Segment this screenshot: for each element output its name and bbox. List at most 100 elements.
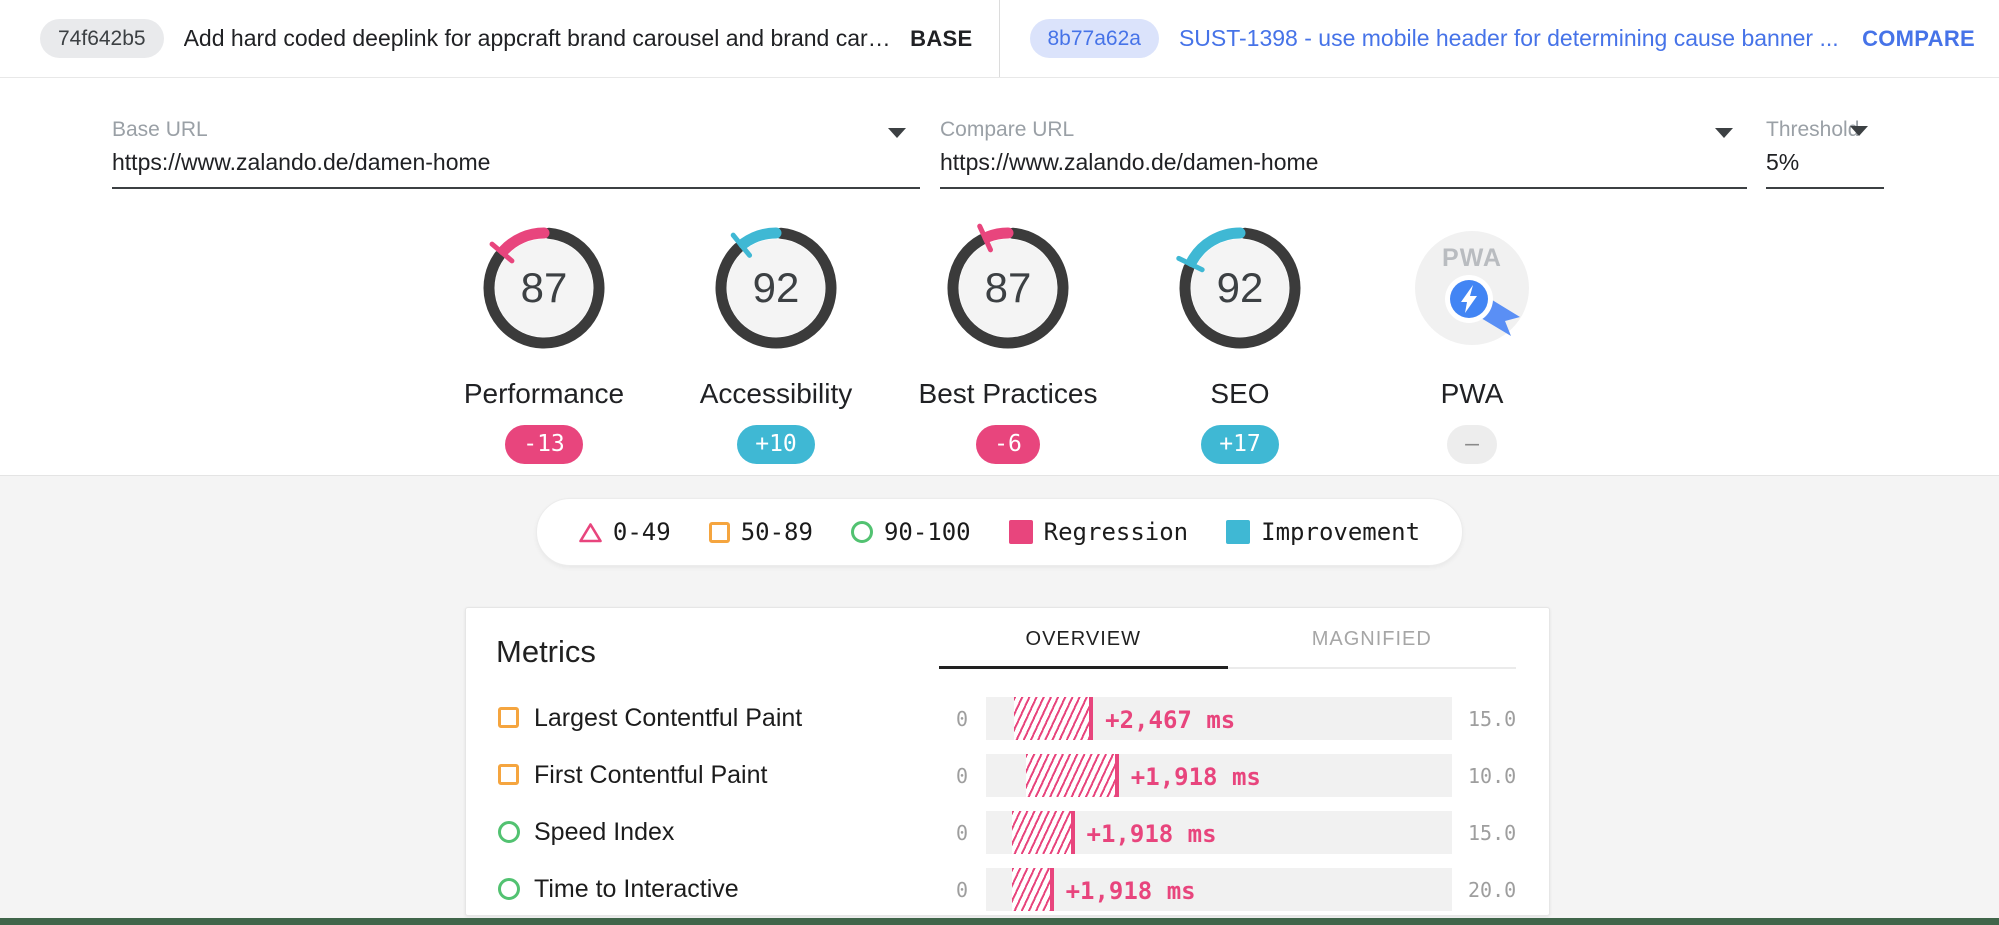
metric-axis-max: 15.0 [1468,821,1517,845]
metric-diff-value: +1,918 ms [1130,763,1261,791]
tab-magnified[interactable]: MAGNIFIED [1311,628,1432,650]
build-header: 74f642b5 Add hard coded deeplink for app… [0,0,1999,78]
metrics-card-title: Metrics [496,634,596,669]
base-commit-message: Add hard coded deeplink for appcraft bra… [183,25,893,51]
metric-diff-bar: +1,918 ms [986,868,1452,911]
best-practices-diff-badge: -6 [976,425,1040,464]
metric-axis-min: 0 [955,821,968,845]
legend-label: 50-89 [740,518,813,546]
regression-hatch [1011,868,1054,911]
metric-axis-max: 10.0 [1468,764,1517,788]
results-section: 0-49 50-89 90-100 Regression Improvement… [0,475,1999,925]
metric-label: Largest Contentful Paint [534,704,803,732]
metric-axis-min: 0 [955,764,968,788]
metric-label: Time to Interactive [534,875,739,903]
metric-row-largest-contentful-paint: Largest Contentful Paint 0 +2,467 ms 15.… [466,690,1549,747]
chevron-down-icon[interactable] [888,128,906,138]
metric-label: Speed Index [534,818,675,846]
base-commit-hash-pill[interactable]: 74f642b5 [40,19,164,58]
regression-hatch [1025,754,1119,797]
metric-label: First Contentful Paint [534,761,768,789]
legend-label: 90-100 [883,518,971,546]
compare-role-label: COMPARE [1862,25,1975,51]
score-gauges-row: 87 Performance -13 92 Accessibility +10 … [428,222,1588,464]
performance-diff-badge: -13 [505,425,583,464]
metric-score-icon [498,764,519,785]
regression-hatch [1013,697,1094,740]
svg-text:87: 87 [985,264,1032,311]
seo-gauge-dial: 92 [1124,222,1356,354]
gauge-label: PWA [1440,378,1504,409]
compare-commit-hash-pill[interactable]: 8b77a62a [1029,19,1159,58]
gauge-label: Accessibility [699,378,853,409]
tab-overview[interactable]: OVERVIEW [939,628,1228,669]
metric-row-time-to-interactive: Time to Interactive 0 +1,918 ms 20.0 [466,861,1549,918]
metric-axis-max: 15.0 [1468,707,1517,731]
compare-url-label: Compare URL [940,118,1075,141]
metric-diff-bar: +1,918 ms [986,754,1452,797]
svg-text:92: 92 [1217,264,1264,311]
legend-item-fail: 0-49 [579,518,671,546]
metrics-rows: Largest Contentful Paint 0 +2,467 ms 15.… [466,690,1549,918]
chevron-down-icon[interactable] [1715,128,1733,138]
base-build-header: 74f642b5 Add hard coded deeplink for app… [0,0,1000,77]
compare-url-select[interactable]: https://www.zalando.de/damen-home [940,149,1747,189]
svg-text:87: 87 [521,264,568,311]
base-role-label: BASE [910,25,973,51]
pwa-badge-icon: PWA [1356,222,1588,354]
best-practices-gauge-dial: 87 [892,222,1124,354]
gauge-seo: 92 SEO +17 [1124,222,1356,464]
improvement-swatch-icon [1226,520,1251,544]
gauge-best-practices: 87 Best Practices -6 [892,222,1124,464]
metric-row-speed-index: Speed Index 0 +1,918 ms 15.0 [466,804,1549,861]
legend-item-average: 50-89 [708,518,813,546]
metric-score-icon [498,707,519,728]
gauge-accessibility: 92 Accessibility +10 [660,222,892,464]
metrics-card: Metrics OVERVIEW MAGNIFIED Largest Conte… [465,607,1550,916]
metrics-tabs: OVERVIEW MAGNIFIED [939,628,1516,669]
metric-score-icon [498,878,520,900]
chevron-down-icon[interactable] [1850,126,1868,136]
base-url-select[interactable]: https://www.zalando.de/damen-home [112,149,920,189]
legend-item-pass: 90-100 [850,518,971,546]
gauge-pwa: PWA PWA – [1356,222,1588,464]
compare-build-header: 8b77a62a SUST-1398 - use mobile header f… [1000,0,1999,77]
metric-axis-max: 20.0 [1468,878,1517,902]
legend-label: Regression [1043,518,1189,546]
svg-text:92: 92 [753,264,800,311]
regression-hatch [1011,811,1075,854]
compare-url-field: Compare URL https://www.zalando.de/damen… [940,118,1747,189]
legend-item-regression: Regression [1008,518,1189,546]
metric-diff-value: +1,918 ms [1065,877,1196,905]
metric-diff-bar: +1,918 ms [986,811,1452,854]
gauge-label: SEO [1210,378,1270,409]
metric-axis-min: 0 [955,707,968,731]
metric-diff-value: +1,918 ms [1086,820,1217,848]
score-legend: 0-49 50-89 90-100 Regression Improvement [535,498,1464,566]
metric-score-icon [498,821,520,843]
base-url-label: Base URL [112,118,208,141]
accessibility-gauge-dial: 92 [660,222,892,354]
seo-diff-badge: +17 [1201,425,1279,464]
svg-text:PWA: PWA [1442,244,1502,272]
legend-label: Improvement [1261,518,1421,546]
pwa-diff-badge: – [1447,425,1497,464]
compare-commit-link[interactable]: SUST-1398 - use mobile header for determ… [1178,25,1839,51]
metric-row-first-contentful-paint: First Contentful Paint 0 +1,918 ms 10.0 [466,747,1549,804]
metric-diff-bar: +2,467 ms [986,697,1452,740]
gauge-label: Performance [463,378,625,409]
performance-gauge-dial: 87 [428,222,660,354]
regression-swatch-icon [1008,520,1033,544]
circle-pass-icon [850,521,873,543]
accessibility-diff-badge: +10 [737,425,815,464]
metric-diff-value: +2,467 ms [1105,706,1236,734]
metric-axis-min: 0 [955,878,968,902]
threshold-label: Threshold [1766,118,1860,141]
threshold-field: Threshold 5% [1766,118,1884,189]
threshold-select[interactable]: 5% [1766,149,1884,189]
gauge-performance: 87 Performance -13 [428,222,660,464]
legend-item-improvement: Improvement [1226,518,1420,546]
base-url-field: Base URL https://www.zalando.de/damen-ho… [112,118,920,189]
gauge-label: Best Practices [918,378,1098,409]
